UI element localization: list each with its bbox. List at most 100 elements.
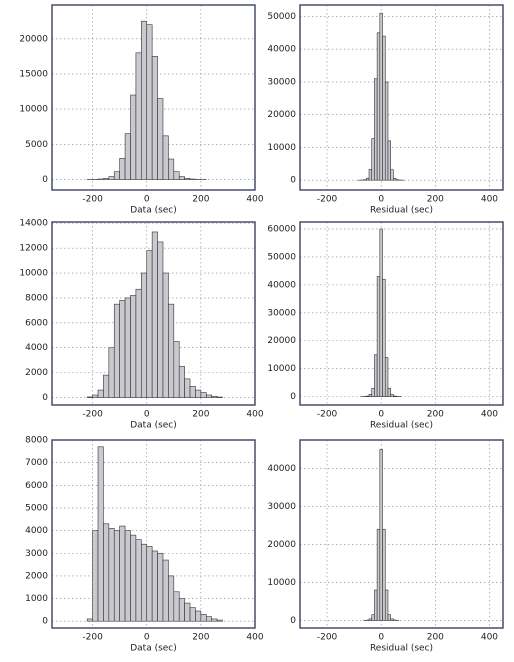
bar	[379, 12, 383, 181]
y-tick-label: 40000	[267, 280, 296, 290]
bar	[205, 394, 212, 398]
bar	[366, 395, 370, 397]
bar	[387, 387, 391, 397]
y-tick-label: 0	[42, 617, 48, 627]
bar	[124, 297, 131, 398]
bar	[119, 158, 126, 180]
bar	[173, 591, 180, 622]
bar	[374, 354, 378, 397]
bar	[368, 394, 373, 397]
bar	[382, 278, 386, 397]
x-tick-label: 0	[144, 633, 150, 643]
bar	[113, 303, 120, 398]
bar	[195, 389, 202, 398]
bar	[371, 387, 375, 397]
bar	[376, 276, 381, 397]
bar	[157, 98, 164, 180]
bar	[178, 176, 185, 180]
bar	[200, 614, 207, 622]
bar	[368, 618, 373, 621]
y-tick-label: 4000	[25, 526, 48, 536]
bar	[376, 32, 381, 181]
bar	[113, 530, 120, 622]
x-tick-label: 400	[481, 633, 498, 643]
bar	[168, 575, 175, 622]
y-tick-label: 0	[42, 393, 48, 403]
x-tick-label: 200	[192, 633, 209, 643]
y-tick-label: 0	[290, 616, 296, 626]
x-axis-label: Residual (sec)	[370, 421, 433, 431]
bar	[103, 178, 110, 180]
y-tick-label: 1000	[25, 594, 48, 604]
bar	[103, 374, 110, 398]
bar	[113, 171, 120, 180]
bar	[173, 171, 180, 180]
x-tick-label: 200	[427, 410, 444, 420]
bar	[130, 534, 137, 622]
bar	[135, 52, 142, 180]
bar	[86, 396, 93, 398]
bar	[135, 539, 142, 622]
x-axis-label: Residual (sec)	[370, 644, 433, 654]
y-tick-label: 4000	[25, 343, 48, 353]
bar	[92, 394, 99, 398]
bar	[184, 602, 191, 622]
y-tick-label: 12000	[19, 244, 48, 254]
bar	[374, 78, 378, 181]
bar	[205, 616, 212, 622]
bar	[211, 618, 218, 622]
bar	[390, 618, 394, 621]
bar	[97, 389, 104, 398]
x-tick-label: -200	[82, 410, 103, 420]
bar	[108, 176, 115, 180]
x-tick-label: 0	[378, 633, 384, 643]
bar	[103, 523, 110, 622]
y-tick-label: 30000	[267, 308, 296, 318]
bar	[384, 357, 389, 397]
x-tick-label: 200	[427, 633, 444, 643]
bar	[146, 250, 153, 398]
bar	[86, 618, 93, 622]
x-tick-label: -200	[317, 195, 338, 205]
bar	[216, 619, 223, 622]
y-tick-label: 40000	[267, 464, 296, 474]
plot-frame	[51, 221, 256, 406]
y-tick-label: 6000	[25, 481, 48, 491]
bar	[97, 446, 104, 622]
bar	[393, 395, 397, 397]
y-tick-label: 3000	[25, 549, 48, 559]
y-tick-label: 7000	[25, 458, 48, 468]
y-tick-label: 8000	[25, 436, 48, 446]
bar	[168, 303, 175, 398]
bar	[184, 178, 191, 180]
bar	[184, 378, 191, 398]
y-tick-label: 6000	[25, 318, 48, 328]
x-tick-label: -200	[317, 410, 338, 420]
y-tick-label: 30000	[267, 77, 296, 87]
bar	[379, 228, 383, 397]
plot-frame	[51, 439, 256, 629]
x-tick-label: 0	[378, 410, 384, 420]
y-tick-label: 2000	[25, 571, 48, 581]
bar	[130, 94, 137, 180]
bar	[390, 394, 394, 397]
bar	[108, 528, 115, 622]
bar	[387, 614, 391, 621]
bar	[189, 386, 196, 398]
bar	[92, 530, 99, 622]
bar	[173, 341, 180, 398]
y-tick-label: 15000	[19, 69, 48, 79]
bar	[141, 20, 148, 180]
bar	[178, 598, 185, 622]
bar	[141, 272, 148, 398]
bar	[371, 138, 375, 181]
y-tick-label: 20000	[267, 110, 296, 120]
bar	[382, 528, 386, 621]
x-tick-label: -200	[317, 633, 338, 643]
bar	[371, 614, 375, 621]
x-tick-label: -200	[82, 633, 103, 643]
y-tick-label: 0	[42, 175, 48, 185]
x-tick-label: 0	[378, 195, 384, 205]
plot-frame	[299, 221, 504, 406]
